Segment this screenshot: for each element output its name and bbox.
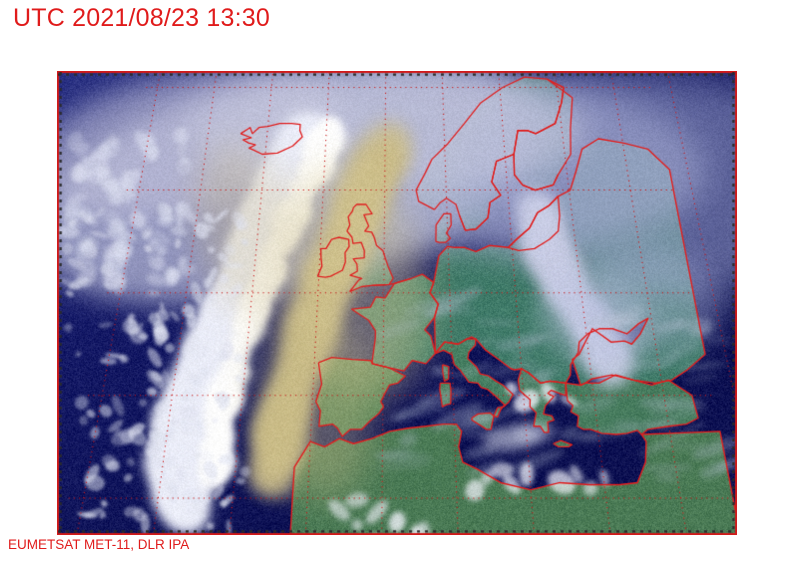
satellite-image-frame <box>57 71 737 535</box>
page-title: UTC 2021/08/23 13:30 <box>13 4 270 32</box>
satellite-image-canvas <box>58 72 736 534</box>
image-credit-label: EUMETSAT MET-11, DLR IPA <box>8 537 190 552</box>
